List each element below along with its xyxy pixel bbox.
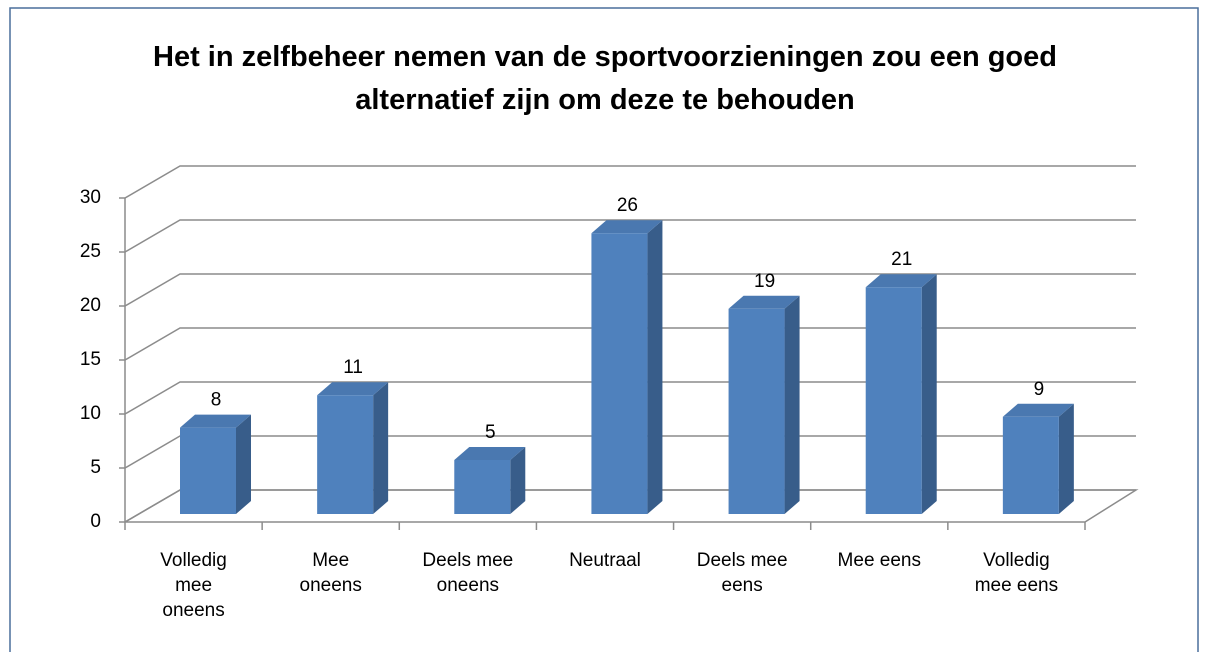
bar-side xyxy=(236,414,251,514)
bar xyxy=(1002,403,1074,514)
y-tick-label: 20 xyxy=(80,295,101,316)
bar-front xyxy=(728,308,785,514)
x-tick-label: Mee oneens xyxy=(299,550,362,596)
data-label: 5 xyxy=(485,422,496,443)
y-tick-label: 15 xyxy=(80,349,101,370)
bar-side xyxy=(510,447,526,514)
bar-front xyxy=(591,233,648,514)
grid-line xyxy=(124,219,1136,253)
bar xyxy=(317,382,389,514)
bar-side xyxy=(1058,403,1074,514)
y-tick-label: 5 xyxy=(90,457,101,478)
bar-front xyxy=(1002,416,1059,514)
bar-side xyxy=(373,382,389,514)
bar xyxy=(454,447,526,514)
bar-side xyxy=(784,295,800,514)
x-tick-label: Deels mee eens xyxy=(696,550,788,596)
bar-top xyxy=(1002,403,1074,417)
x-tick-label: Neutraal xyxy=(569,550,641,571)
bar xyxy=(180,414,251,514)
bar-top xyxy=(591,220,663,234)
bar-top xyxy=(454,447,526,460)
bar-top xyxy=(865,274,937,288)
grid-line xyxy=(124,273,1136,307)
data-label: 9 xyxy=(1034,379,1045,400)
bar xyxy=(591,220,663,514)
grid-line xyxy=(124,327,1136,361)
bar-top xyxy=(180,414,251,428)
bar-front xyxy=(865,287,922,514)
y-tick-label: 25 xyxy=(80,241,101,262)
data-label: 26 xyxy=(617,195,638,216)
bar-front xyxy=(454,460,511,514)
y-tick-label: 0 xyxy=(90,511,101,532)
x-tick-label: Volledig mee oneens xyxy=(160,550,227,621)
x-tick-label: Deels mee oneens xyxy=(422,550,514,596)
bar xyxy=(728,295,800,514)
data-label: 11 xyxy=(343,357,363,378)
grid-line xyxy=(124,381,1136,415)
x-tick-label: Volledig mee eens xyxy=(974,550,1059,596)
data-label: 8 xyxy=(211,390,222,411)
data-label: 21 xyxy=(891,249,912,270)
bar xyxy=(865,274,937,514)
x-tick-label: Mee eens xyxy=(837,550,921,571)
bar-side xyxy=(921,274,937,514)
bar-top xyxy=(317,382,389,396)
bar-top xyxy=(728,295,800,309)
bar-front xyxy=(180,427,236,514)
grid-line xyxy=(124,165,1136,199)
bar-side xyxy=(647,220,663,514)
bar-front xyxy=(317,395,374,514)
y-tick-label: 30 xyxy=(80,187,101,208)
y-tick-label: 10 xyxy=(80,403,101,424)
chart-title: Het in zelfbeheer nemen van de sportvoor… xyxy=(153,41,1057,116)
data-label: 19 xyxy=(754,271,775,292)
